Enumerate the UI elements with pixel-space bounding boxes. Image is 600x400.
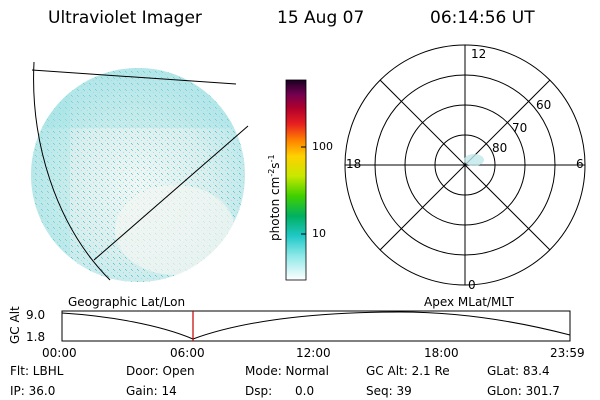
orbit-altitude-plot [61,310,571,342]
glat-readout: GLat: 83.4 [487,364,550,378]
gain-readout: Gain: 14 [126,384,177,398]
uv-earth-image [31,68,245,282]
colorbar-tick-10: 10 [312,227,326,240]
mlt-label-0: 0 [468,278,476,292]
polar-aurora-spot [464,154,484,166]
mlat-label-80: 80 [492,141,508,155]
x-tick-1200: 12:00 [296,346,331,360]
door-readout: Door: Open [126,364,195,378]
color-scale-bar [285,79,307,281]
colorbar-tick-100: 100 [312,140,333,153]
dsp-readout: Dsp: 0.0 [245,384,315,398]
mlt-label-12: 12 [471,47,487,61]
x-tick-0000: 00:00 [42,346,77,360]
filter-readout: Flt: LBHL [10,364,64,378]
mlt-label-18: 18 [346,157,362,171]
seq-readout: Seq: 39 [366,384,412,398]
x-tick-1800: 18:00 [424,346,459,360]
instrument-title: Ultraviolet Imager [48,8,202,28]
glon-readout: GLon: 301.7 [487,384,560,398]
y-tick-1-8: 1.8 [26,330,46,344]
x-tick-0600: 06:00 [170,346,205,360]
gc-alt-readout: GC Alt: 2.1 Re [366,364,450,378]
gc-alt-axis-label: GC Alt [8,306,22,344]
mlat-label-70: 70 [512,121,528,135]
date-label: 15 Aug 07 [277,8,365,28]
apex-title: Apex MLat/MLT [424,295,514,309]
mlat-label-60: 60 [536,98,552,112]
time-label: 06:14:56 UT [430,8,535,28]
mlt-label-6: 6 [576,157,584,171]
mode-readout: Mode: Normal [245,364,329,378]
y-tick-9: 9.0 [26,308,46,322]
colorbar-unit-label: photon cm-2s-1 [267,154,282,241]
geographic-title: Geographic Lat/Lon [68,295,186,309]
ip-readout: IP: 36.0 [10,384,56,398]
x-tick-2359: 23:59 [550,346,585,360]
polar-plot [344,44,586,286]
